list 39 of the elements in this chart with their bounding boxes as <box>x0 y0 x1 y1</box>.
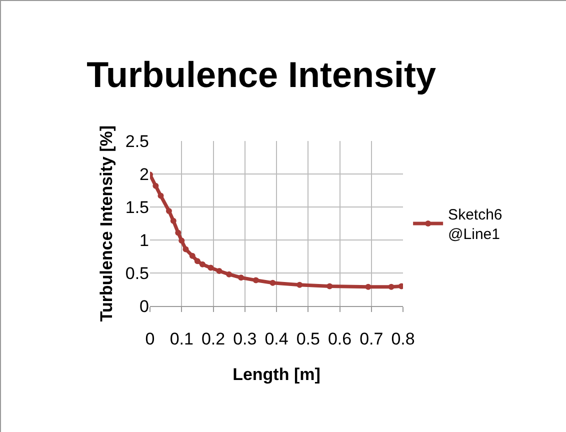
y-tick-label: 1.5 <box>125 198 149 217</box>
point <box>398 283 403 290</box>
x-tick-label: 0.7 <box>360 329 384 348</box>
point <box>238 274 244 281</box>
x-tick-label: 0.6 <box>328 329 352 348</box>
point <box>194 258 200 264</box>
x-tick-label: 0.4 <box>264 329 288 348</box>
y-tick-label: 2.5 <box>125 132 149 151</box>
y-tick-label: 0.5 <box>125 264 149 283</box>
y-tick-label: 0 <box>140 296 149 316</box>
point <box>175 230 182 236</box>
point <box>158 192 164 199</box>
point <box>365 284 372 290</box>
point <box>388 284 394 290</box>
x-tick-label: 0.5 <box>296 329 320 348</box>
point <box>252 277 259 284</box>
point <box>182 246 189 252</box>
x-tick-label: 0.3 <box>233 329 257 348</box>
y-tick-label: 2 <box>140 164 149 184</box>
point <box>152 182 159 189</box>
point <box>200 261 206 268</box>
x-tick-label: 0.8 <box>391 329 415 348</box>
x-axis-title: Length [m] <box>232 364 320 384</box>
x-tick-label: 0.2 <box>201 329 226 348</box>
y-tick-label: 1 <box>140 230 149 250</box>
point <box>226 271 232 278</box>
point <box>189 252 196 259</box>
chart-title: Turbulence Intensity <box>86 54 436 96</box>
point <box>326 283 333 290</box>
point <box>270 280 276 286</box>
x-tick-label: 0.1 <box>170 329 194 348</box>
legend-label: Sketch6 @Line1 <box>448 206 502 244</box>
y-axis-title: Turbulence Intensity [%] <box>96 125 116 322</box>
point <box>296 282 303 288</box>
point <box>166 208 172 214</box>
point <box>208 264 214 271</box>
point <box>216 268 222 274</box>
point <box>170 218 176 224</box>
point <box>178 238 185 244</box>
